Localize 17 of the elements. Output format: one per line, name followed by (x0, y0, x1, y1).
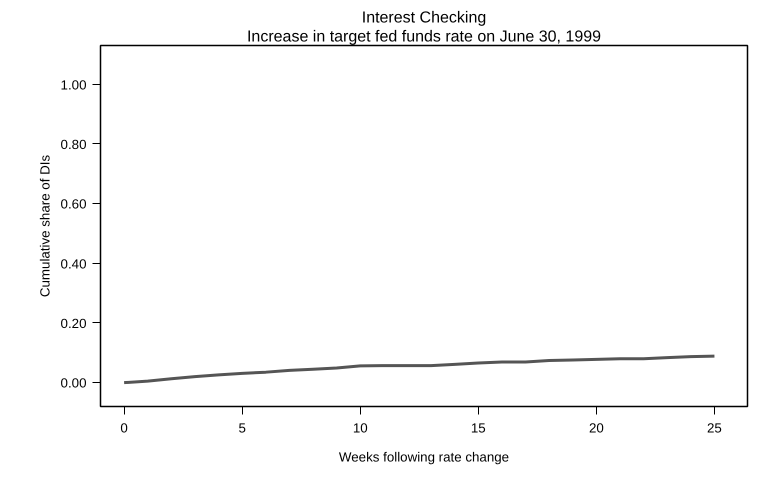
y-tick-label: 0.40 (60, 256, 87, 272)
x-tick-label: 25 (707, 420, 722, 436)
y-tick-label: 0.00 (60, 376, 87, 391)
x-tick-label: 5 (238, 420, 246, 436)
chart-title: Interest Checking (362, 10, 486, 26)
x-tick-label: 0 (120, 420, 128, 436)
x-axis-title: Weeks following rate change (338, 450, 510, 464)
y-axis-title: Cumulative share of DIs (38, 154, 53, 298)
chart-subtitle: Increase in target fed funds rate on June 30, 1999 (246, 28, 602, 46)
y-tick-label: 0.60 (60, 196, 87, 212)
x-tick-label: 10 (352, 420, 368, 436)
x-tick-label: 15 (470, 420, 486, 436)
y-tick-label: 0.20 (60, 316, 87, 331)
x-tick-label: 20 (588, 420, 604, 436)
y-tick-label: 0.80 (60, 136, 87, 152)
y-tick-label: 1.00 (60, 77, 87, 92)
line-series (122, 354, 716, 384)
